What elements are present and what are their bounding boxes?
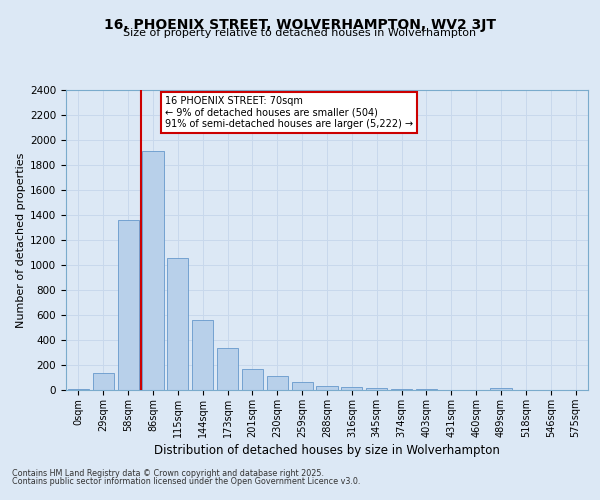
Bar: [217, 348, 238, 390]
Bar: [316, 386, 338, 390]
Text: 16, PHOENIX STREET, WOLVERHAMPTON, WV2 3JT: 16, PHOENIX STREET, WOLVERHAMPTON, WV2 3…: [104, 18, 496, 32]
Bar: [242, 369, 263, 390]
Bar: [391, 389, 412, 390]
Bar: [118, 220, 139, 390]
Bar: [142, 151, 164, 390]
Bar: [366, 388, 387, 390]
Bar: [93, 372, 114, 390]
Bar: [490, 388, 512, 390]
Bar: [167, 258, 188, 390]
Text: Contains HM Land Registry data © Crown copyright and database right 2025.: Contains HM Land Registry data © Crown c…: [12, 468, 324, 477]
Y-axis label: Number of detached properties: Number of detached properties: [16, 152, 26, 328]
Bar: [192, 320, 213, 390]
Bar: [267, 376, 288, 390]
Bar: [341, 386, 362, 390]
X-axis label: Distribution of detached houses by size in Wolverhampton: Distribution of detached houses by size …: [154, 444, 500, 457]
Text: Contains public sector information licensed under the Open Government Licence v3: Contains public sector information licen…: [12, 477, 361, 486]
Text: Size of property relative to detached houses in Wolverhampton: Size of property relative to detached ho…: [124, 28, 476, 38]
Bar: [292, 382, 313, 390]
Bar: [68, 389, 89, 390]
Text: 16 PHOENIX STREET: 70sqm
← 9% of detached houses are smaller (504)
91% of semi-d: 16 PHOENIX STREET: 70sqm ← 9% of detache…: [165, 96, 413, 129]
